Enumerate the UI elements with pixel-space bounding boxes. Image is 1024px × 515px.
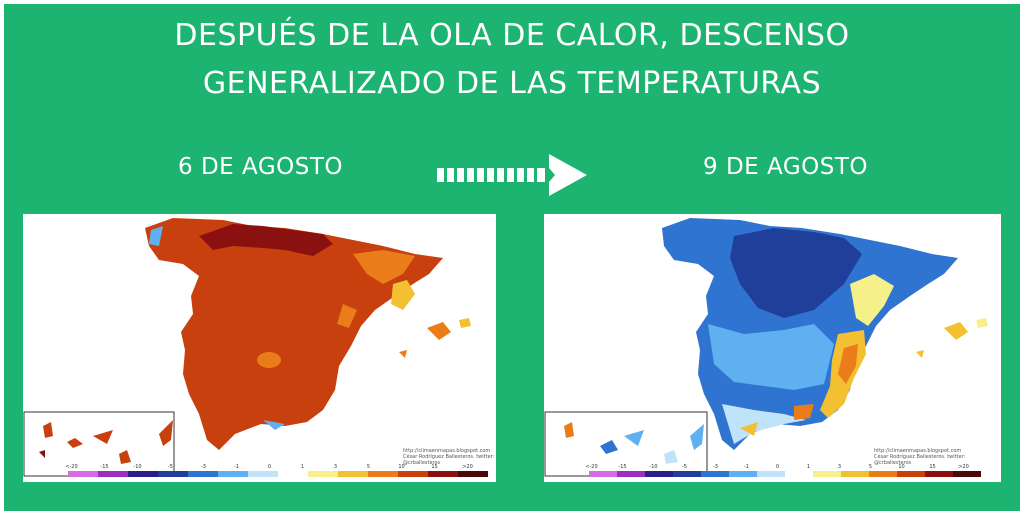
headline-line-2: GENERALIZADO DE LAS TEMPERATURAS <box>202 66 822 101</box>
map-credit: http://climaenmapas.blogspot.com César R… <box>874 448 966 466</box>
color-scale-legend <box>68 471 488 477</box>
legend-ticks: <-20 -15 -10 -5 -3 -1 0 1 3 5 10 15 >20 <box>65 464 473 470</box>
temperature-map-aug-6: http://climaenmapas.blogspot.com César R… <box>23 214 496 482</box>
spain-map-cool <box>544 218 988 477</box>
headline-line-1: DESPUÉS DE LA OLA DE CALOR, DESCENSO <box>174 18 850 53</box>
date-label-right: 9 DE AGOSTO <box>703 154 869 180</box>
map-credit: http://climaenmapas.blogspot.com César R… <box>403 448 495 466</box>
right-arrow-icon <box>437 154 587 196</box>
temperature-map-aug-9: http://climaenmapas.blogspot.com César R… <box>544 214 1001 482</box>
color-scale-legend <box>589 471 981 477</box>
spain-map-hot <box>23 218 471 477</box>
date-label-left: 6 DE AGOSTO <box>178 154 344 180</box>
legend-ticks: <-20 -15 -10 -5 -3 -1 0 1 3 5 10 15 >20 <box>585 464 969 470</box>
